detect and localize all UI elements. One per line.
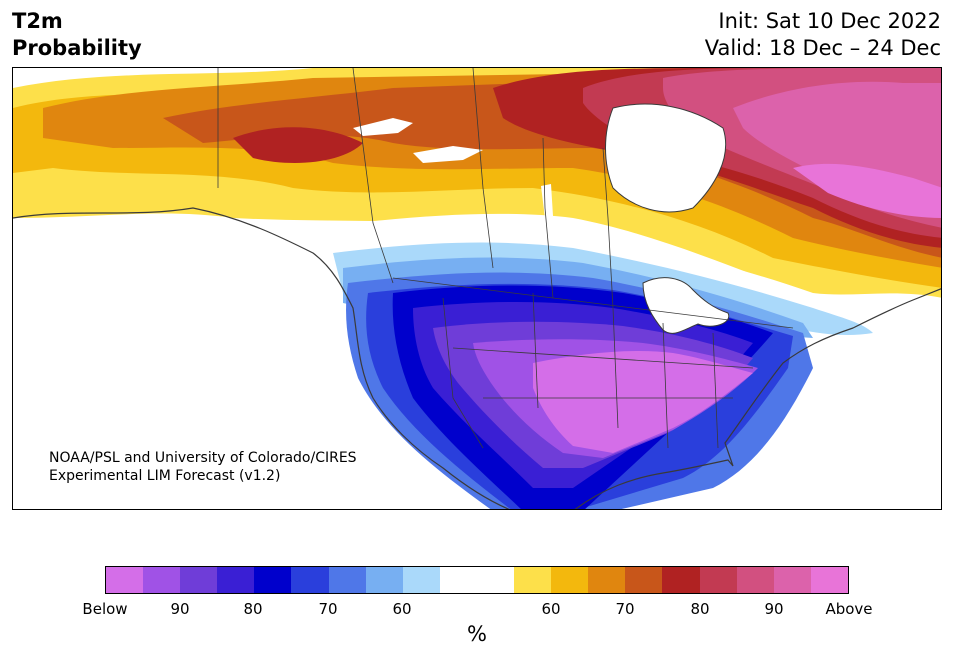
map-svg xyxy=(13,68,941,509)
colorbar-segment xyxy=(143,567,181,593)
map-title: T2m Probability xyxy=(12,8,142,62)
variable-label: T2m xyxy=(12,9,63,33)
great-bear-lake xyxy=(413,146,483,163)
colorbar-segment xyxy=(439,567,477,593)
colorbar-segment xyxy=(588,567,626,593)
great-slave-lake xyxy=(353,118,413,136)
colorbar-segment xyxy=(551,567,589,593)
cold-band-lilac xyxy=(533,351,753,453)
warm-band-magenta xyxy=(793,163,941,218)
lake-winnipeg xyxy=(541,184,553,218)
colorbar-tick-label: 90 xyxy=(764,600,784,618)
colorbar-segment xyxy=(217,567,255,593)
colorbar-tick-label: Below xyxy=(82,600,128,618)
colorbar-segment xyxy=(699,567,737,593)
colorbar-segment xyxy=(476,567,515,593)
colorbar-tick-label: 60 xyxy=(541,600,561,618)
credit-line-1: NOAA/PSL and University of Colorado/CIRE… xyxy=(49,450,357,466)
political-borders xyxy=(217,68,794,449)
colorbar-tick-label: 60 xyxy=(392,600,412,618)
colorbar-tick-label: 70 xyxy=(615,600,635,618)
colorbar-segment xyxy=(180,567,218,593)
colorbar-segment xyxy=(106,567,144,593)
colorbar-tick-label: 80 xyxy=(243,600,263,618)
colorbar-unit: % xyxy=(467,622,487,646)
forecast-map xyxy=(12,67,942,510)
colorbar-segment xyxy=(402,567,440,593)
credit-note: NOAA/PSL and University of Colorado/CIRE… xyxy=(49,449,357,485)
colorbar-tick-label: 70 xyxy=(318,600,338,618)
colorbar-tick-label: 90 xyxy=(170,600,190,618)
hudson-bay xyxy=(605,103,727,213)
colorbar-segment xyxy=(736,567,774,593)
coastline xyxy=(13,207,941,509)
colorbar-segment xyxy=(254,567,292,593)
quantity-label: Probability xyxy=(12,36,142,60)
colorbar-tick-label: 80 xyxy=(690,600,710,618)
colorbar-segment xyxy=(291,567,329,593)
date-info: Init: Sat 10 Dec 2022 Valid: 18 Dec – 24… xyxy=(705,8,941,62)
valid-range: Valid: 18 Dec – 24 Dec xyxy=(704,36,941,60)
colorbar-segment xyxy=(328,567,366,593)
colorbar-segment xyxy=(514,567,552,593)
colorbar-segment xyxy=(625,567,663,593)
colorbar-tick-label: Above xyxy=(825,600,873,618)
colorbar-segment xyxy=(810,567,848,593)
init-date: Init: Sat 10 Dec 2022 xyxy=(718,9,941,33)
credit-line-2: Experimental LIM Forecast (v1.2) xyxy=(49,468,281,484)
colorbar xyxy=(105,566,849,594)
colorbar-segment xyxy=(662,567,700,593)
colorbar-segment xyxy=(773,567,811,593)
colorbar-segment xyxy=(365,567,403,593)
great-lakes xyxy=(642,277,730,334)
